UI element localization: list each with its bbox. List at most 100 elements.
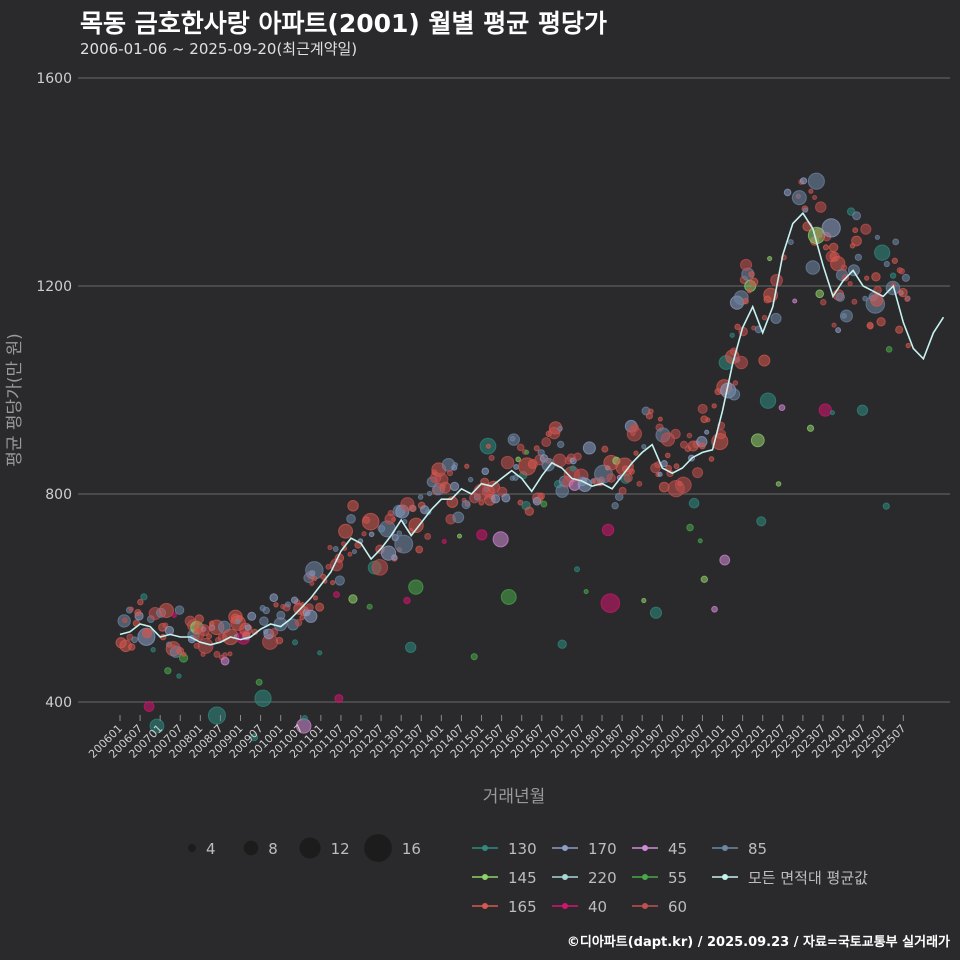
scatter-point-145	[806, 424, 815, 432]
scatter-point-165	[487, 480, 501, 494]
scatter-point-165	[134, 608, 142, 617]
scatter-point-60	[446, 469, 454, 477]
scatter-point-60	[692, 467, 704, 479]
scatter-point-165	[315, 602, 325, 612]
size-legend-label: 12	[331, 840, 350, 858]
scatter-point-85	[235, 618, 241, 625]
scatter-point-165	[742, 297, 749, 305]
scatter-point-85	[131, 636, 139, 644]
legend-label: 170	[588, 840, 617, 858]
legend-dot	[642, 845, 648, 851]
scatter-point-55	[408, 579, 424, 595]
scatter-point-170	[783, 188, 792, 197]
scatter-point-60	[815, 201, 827, 213]
scatter-point-55	[500, 589, 517, 605]
scatter-point-60	[541, 437, 552, 448]
scatter-point-60	[831, 322, 837, 328]
scatter-point-85	[835, 292, 845, 302]
scatter-point-170	[304, 609, 318, 623]
scatter-point-85	[452, 462, 458, 468]
scatter-point-165	[273, 602, 279, 608]
legend-label: 85	[748, 840, 767, 858]
scatter-point-165	[128, 643, 136, 651]
scatter-point-40	[601, 523, 615, 537]
y-tick-label: 800	[45, 487, 72, 503]
scatter-point-85	[874, 234, 881, 240]
scatter-point-40	[818, 403, 832, 417]
scatter-point-85	[839, 309, 853, 323]
scatter-point-60	[222, 652, 228, 658]
legend-dot	[482, 874, 488, 880]
footer-credit: ©디아파트(dapt.kr) / 2025.09.23 / 자료=국토교통부 실…	[566, 935, 950, 950]
scatter-point-130	[882, 502, 890, 510]
scatter-point-60	[734, 355, 749, 370]
scatter-point-60	[670, 428, 681, 440]
size-legend-dot	[299, 837, 321, 859]
scatter-point-130	[756, 516, 767, 527]
scatter-point-85	[332, 546, 339, 552]
scatter-point-170	[657, 471, 663, 477]
scatter-point-165	[664, 452, 671, 459]
scatter-point-130	[574, 566, 580, 573]
scatter-point-40	[600, 593, 621, 614]
scatter-point-60	[630, 431, 636, 437]
scatter-point-170	[164, 625, 175, 636]
scatter-point-40	[171, 612, 177, 618]
scatter-point-60	[347, 551, 353, 557]
scatter-point-145	[457, 533, 463, 539]
scatter-point-165	[705, 417, 711, 423]
legend-label: 145	[508, 869, 537, 887]
scatter-point-145	[767, 255, 773, 262]
scatter-point-165	[181, 651, 187, 657]
scatter-point-60	[488, 454, 495, 462]
legend-dot	[482, 903, 488, 909]
scatter-point-85	[611, 502, 619, 510]
scatter-point-85	[334, 575, 345, 586]
size-legend-label: 16	[402, 840, 421, 858]
scatter-point-60	[904, 295, 911, 303]
scatter-point-60	[213, 650, 221, 658]
legend-item: 60	[632, 898, 687, 916]
scatter-point-85	[852, 211, 862, 221]
scatter-point-55	[164, 667, 172, 675]
scatter-point-165	[673, 463, 680, 470]
scatter-point-165	[408, 517, 424, 534]
scatter-point-165	[176, 646, 185, 655]
scatter-point-55	[470, 653, 478, 661]
scatter-point-165	[871, 272, 881, 282]
scatter-point-165	[864, 275, 870, 281]
scatter-point-165	[808, 188, 814, 194]
scatter-point-165	[464, 463, 470, 469]
scatter-point-165	[485, 443, 491, 449]
scatter-point-85	[614, 492, 624, 502]
scatter-point-165	[891, 257, 898, 264]
scatter-point-60	[860, 223, 872, 235]
legend-dot	[722, 845, 728, 851]
legend-item: 55	[632, 869, 687, 887]
scatter-point-170	[821, 218, 841, 238]
scatter-point-60	[820, 299, 827, 306]
scatter-point-60	[122, 617, 128, 624]
scatter-point-170	[449, 481, 460, 492]
scatter-point-60	[761, 314, 768, 321]
scatter-point-165	[852, 227, 859, 234]
scatter-point-60	[371, 559, 389, 576]
scatter-point-85	[396, 530, 403, 536]
legend-dot	[642, 874, 648, 880]
size-legend-label: 8	[268, 840, 278, 858]
scatter-point-55	[697, 538, 703, 544]
scatter-point-165	[439, 481, 452, 494]
scatter-point-130	[649, 606, 663, 619]
scatter-point-170	[532, 496, 542, 506]
legend-label: 130	[508, 840, 537, 858]
size-legend: 4 8 12 16	[188, 834, 421, 862]
x-axis-label: 거래년월	[483, 787, 546, 807]
legend-label: 45	[668, 840, 687, 858]
scatter-point-55	[885, 346, 893, 353]
scatter-point-165	[415, 545, 424, 554]
scatter-point-165	[347, 500, 359, 512]
scatter-point-60	[618, 486, 627, 495]
scatter-point-130	[729, 332, 735, 338]
scatter-point-60	[128, 606, 134, 612]
scatter-point-170	[490, 494, 501, 504]
